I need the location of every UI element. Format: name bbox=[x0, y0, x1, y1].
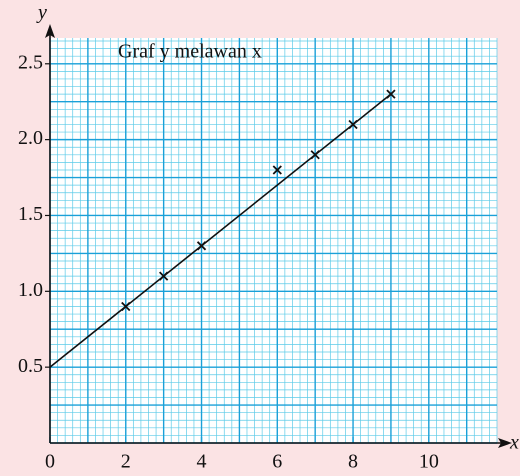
x-axis-arrow bbox=[498, 438, 512, 448]
point bbox=[310, 150, 320, 160]
y-axis-label: y bbox=[36, 2, 47, 24]
point bbox=[386, 89, 396, 99]
x-tick-label: 6 bbox=[272, 451, 282, 473]
fit-line bbox=[49, 93, 392, 368]
x-tick-label: 4 bbox=[197, 451, 207, 473]
point bbox=[121, 301, 131, 312]
y-tick-label: 1.0 bbox=[18, 279, 43, 301]
x-tick-label: 10 bbox=[419, 451, 439, 473]
y-tick-label: 2.5 bbox=[18, 51, 43, 73]
point bbox=[272, 165, 282, 175]
point bbox=[348, 119, 358, 130]
x-tick-label: 2 bbox=[121, 451, 131, 473]
chart-title: Graf y melawan x bbox=[118, 41, 262, 63]
plot: 0 2 4 6 8 10 0.5 1.0 1.5 2.0 2.5 x y Graf y melawan x bbox=[18, 2, 519, 473]
y-axis-arrow bbox=[45, 24, 55, 38]
x-tick-label: 8 bbox=[348, 451, 358, 473]
plot-area bbox=[50, 38, 497, 443]
y-tick-label: 1.5 bbox=[18, 203, 43, 225]
point bbox=[196, 241, 207, 251]
y-tick-label: 0.5 bbox=[18, 355, 43, 377]
point bbox=[159, 271, 169, 281]
graph-paper bbox=[49, 38, 498, 444]
x-axis-label: x bbox=[509, 432, 519, 454]
x-tick-label: 0 bbox=[45, 451, 55, 473]
y-tick-label: 2.0 bbox=[18, 127, 43, 149]
